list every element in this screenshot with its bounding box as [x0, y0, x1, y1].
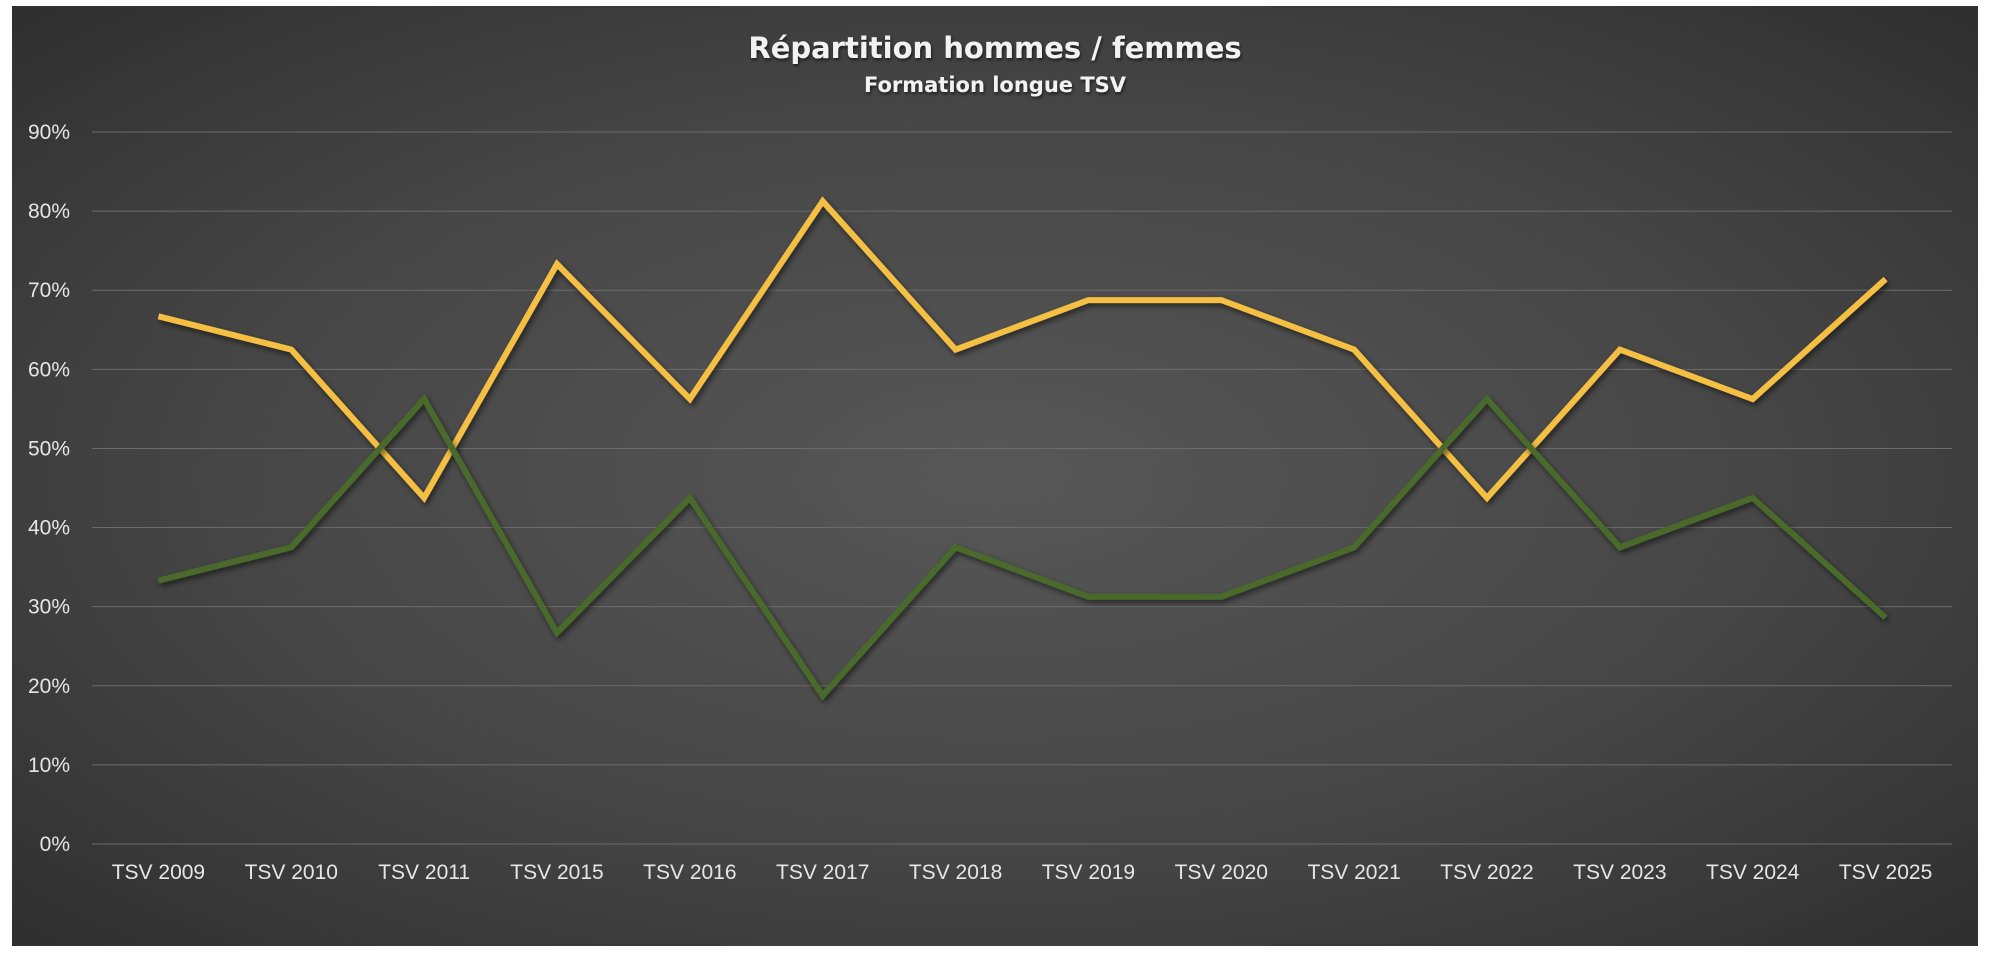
chart-title: Répartition hommes / femmes — [748, 31, 1241, 65]
x-tick-label: TSV 2020 — [1175, 861, 1268, 884]
x-tick-label: TSV 2017 — [776, 861, 869, 884]
gridlines — [92, 131, 1952, 845]
x-tick-label: TSV 2021 — [1307, 861, 1400, 884]
y-tick-label: 70% — [28, 279, 70, 302]
y-tick-label: 30% — [28, 596, 70, 619]
x-tick-label: TSV 2015 — [510, 861, 603, 884]
y-tick-label: 40% — [28, 517, 70, 540]
x-tick-label: TSV 2025 — [1839, 861, 1932, 884]
x-tick-label: TSV 2024 — [1706, 861, 1800, 884]
x-tick-label: TSV 2023 — [1573, 861, 1666, 884]
y-tick-label: 0% — [40, 833, 70, 856]
y-tick-label: 90% — [28, 121, 70, 144]
x-tick-label: TSV 2010 — [245, 861, 338, 884]
x-tick-label: TSV 2018 — [909, 861, 1002, 884]
y-tick-label: 80% — [28, 200, 70, 223]
x-tick-label: TSV 2016 — [643, 861, 736, 884]
x-axis: TSV 2009 TSV 2010 TSV 2011 TSV 2015 TSV 2016… — [112, 861, 1933, 884]
x-tick-label: TSV 2011 — [378, 861, 470, 884]
x-tick-label: TSV 2009 — [112, 861, 205, 884]
chart-panel: Répartition hommes / femmes Formation lo… — [12, 6, 1978, 946]
chart-subtitle: Formation longue TSV — [864, 73, 1127, 97]
y-tick-label: 20% — [28, 675, 70, 698]
series-line-1 — [157, 196, 1888, 504]
series-line-2 — [157, 393, 1888, 701]
y-tick-label: 60% — [28, 358, 70, 381]
y-axis: 0% 10% 20% 30% 40% 50% 60% 70% 80% 90% — [28, 121, 70, 856]
x-tick-label: TSV 2019 — [1042, 861, 1135, 884]
y-tick-label: 50% — [28, 437, 70, 460]
series-lines — [157, 196, 1888, 701]
line-chart: Répartition hommes / femmes Formation lo… — [28, 31, 1952, 884]
y-tick-label: 10% — [28, 754, 70, 777]
x-tick-label: TSV 2022 — [1440, 861, 1533, 884]
